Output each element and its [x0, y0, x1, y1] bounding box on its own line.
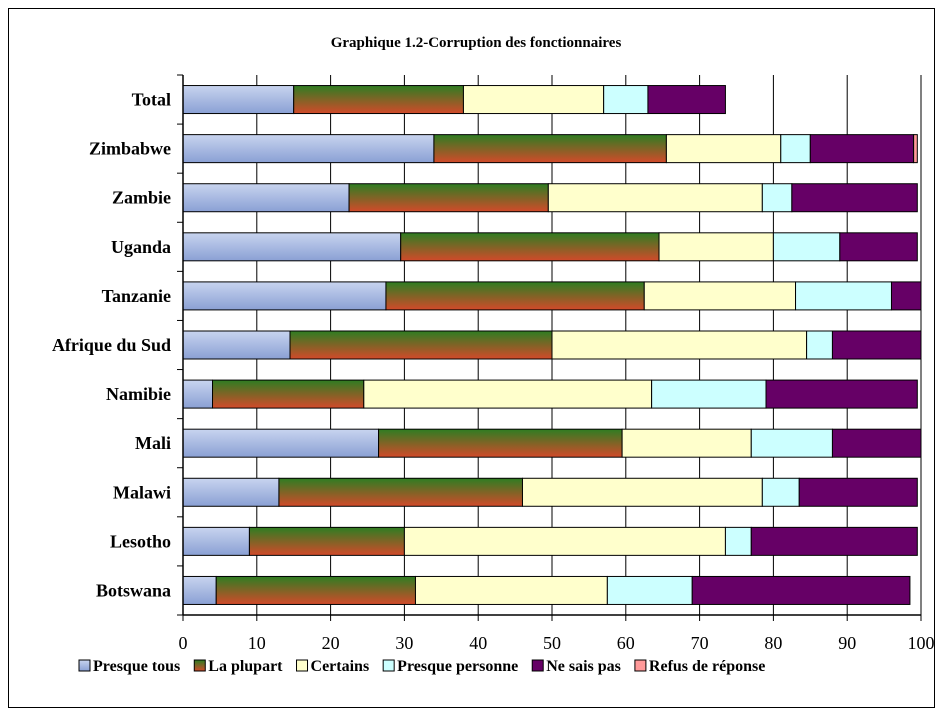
- bar-segment: [403, 526, 726, 556]
- legend-swatch: [634, 659, 647, 672]
- bar-segment: [248, 526, 405, 556]
- x-tick-label: 20: [322, 633, 340, 653]
- x-tick-label: 10: [248, 633, 266, 653]
- x-tick-label: 70: [691, 633, 709, 653]
- legend-label: La plupart: [208, 658, 283, 675]
- x-tick-label: 0: [179, 633, 188, 653]
- category-label: Afrique du Sud: [52, 335, 171, 355]
- bar-segment: [212, 379, 365, 409]
- bar-segment: [547, 183, 763, 213]
- category-label: Mali: [135, 433, 171, 453]
- bar-segment: [603, 85, 649, 115]
- legend-label: Certains: [311, 658, 370, 675]
- category-label: Botswana: [96, 580, 171, 600]
- chart-canvas: Graphique 1.2-Corruption des fonctionnai…: [52, 35, 935, 675]
- bar-segment: [831, 330, 922, 360]
- category-label: Malawi: [113, 482, 171, 502]
- legend-label: Ne sais pas: [546, 658, 621, 675]
- x-tick-label: 60: [617, 633, 635, 653]
- bar-segment: [385, 281, 645, 311]
- legend-label: Presque tous: [93, 658, 180, 675]
- bar-segment: [761, 477, 800, 507]
- bar-segment: [215, 575, 416, 605]
- legend-swatch: [193, 659, 206, 672]
- bar-segment: [606, 575, 693, 605]
- bar-segment: [809, 134, 915, 164]
- bar-segment: [806, 330, 833, 360]
- chart-frame: Graphique 1.2-Corruption des fonctionnai…: [8, 8, 935, 708]
- bar-segment: [182, 477, 280, 507]
- bar-segment: [665, 134, 782, 164]
- bar-segment: [293, 85, 464, 115]
- legend-label: Presque personne: [397, 658, 518, 675]
- bar-segment: [433, 134, 667, 164]
- bar-segment: [363, 379, 653, 409]
- legend-swatch: [78, 659, 91, 672]
- bar-segment: [414, 575, 608, 605]
- bar-segment: [750, 526, 918, 556]
- bar-segment: [890, 281, 922, 311]
- category-label: Namibie: [106, 384, 171, 404]
- bar-segment: [643, 281, 797, 311]
- bar-segment: [378, 428, 623, 458]
- bar-segment: [780, 134, 811, 164]
- bar-segment: [647, 85, 726, 115]
- category-label: Total: [132, 90, 171, 110]
- bar-segment: [182, 85, 295, 115]
- legend-swatch: [296, 659, 309, 672]
- category-label: Uganda: [111, 237, 171, 257]
- plot-area: Total Zimbabwe Zambie Uganda Tanzanie Afrique…: [52, 74, 935, 653]
- chart-title: Graphique 1.2-Corruption des fonctionnai…: [331, 35, 622, 51]
- legend: Presque tous La plupart Certains Presque pe…: [78, 658, 765, 675]
- x-tick-label: 100: [908, 633, 935, 653]
- bar-segment: [182, 428, 380, 458]
- bar-segment: [400, 232, 660, 262]
- bar-segment: [795, 281, 892, 311]
- category-label: Lesotho: [110, 531, 171, 551]
- bar-segment: [182, 232, 402, 262]
- bar-segment: [348, 183, 549, 213]
- bar-segment: [724, 526, 752, 556]
- bar-segment: [761, 183, 793, 213]
- bar-segment: [750, 428, 833, 458]
- bar-segment: [831, 428, 922, 458]
- bar-segment: [182, 379, 214, 409]
- bar-segment: [651, 379, 767, 409]
- category-label: Zimbabwe: [89, 139, 171, 159]
- bar-segment: [765, 379, 918, 409]
- bar-segment: [791, 183, 918, 213]
- bar-segment: [182, 575, 217, 605]
- bar-segment: [658, 232, 774, 262]
- bar-segment: [798, 477, 918, 507]
- bar-segment: [772, 232, 841, 262]
- bar-segment: [289, 330, 553, 360]
- bar-segment: [182, 183, 350, 213]
- bar-segment: [551, 330, 808, 360]
- bar-segment: [278, 477, 523, 507]
- legend-swatch: [531, 659, 544, 672]
- x-tick-label: 40: [469, 633, 487, 653]
- x-tick-label: 30: [395, 633, 413, 653]
- bar-segment: [621, 428, 752, 458]
- category-label: Zambie: [112, 188, 171, 208]
- bar-segment: [182, 330, 291, 360]
- x-tick-label: 50: [543, 633, 561, 653]
- legend-label: Refus de réponse: [649, 658, 765, 675]
- bar-segment: [182, 134, 435, 164]
- bar-segment: [462, 85, 605, 115]
- x-tick-label: 90: [838, 633, 856, 653]
- bar-segment: [521, 477, 763, 507]
- legend-swatch: [382, 659, 395, 672]
- category-label: Tanzanie: [102, 286, 171, 306]
- bar-segment: [182, 281, 387, 311]
- bar-segment: [182, 526, 250, 556]
- bar-segment: [839, 232, 918, 262]
- bar-segment: [691, 575, 911, 605]
- x-tick-label: 80: [764, 633, 782, 653]
- bar-segment: [913, 134, 918, 164]
